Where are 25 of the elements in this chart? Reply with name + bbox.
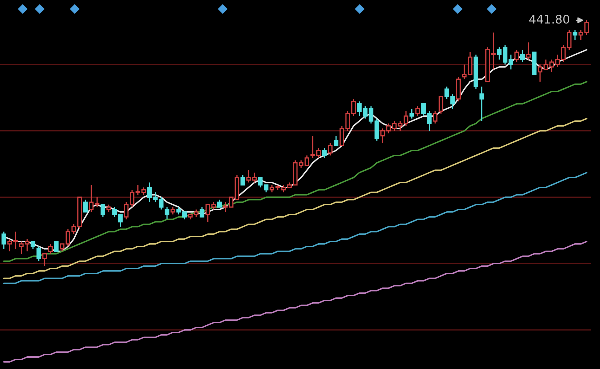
candlestick bbox=[416, 106, 420, 117]
candlestick bbox=[433, 110, 438, 124]
candlestick bbox=[48, 244, 54, 255]
candlestick bbox=[410, 108, 414, 120]
candlestick bbox=[2, 231, 6, 250]
candlestick bbox=[520, 49, 526, 63]
candlestick bbox=[456, 76, 461, 102]
candlestick bbox=[328, 142, 333, 156]
candlestick bbox=[572, 30, 578, 41]
candlestick bbox=[240, 174, 246, 186]
candlestick bbox=[83, 199, 88, 213]
candlestick bbox=[514, 49, 520, 63]
candlestick bbox=[36, 246, 42, 262]
annotation: 441.80 bbox=[530, 14, 570, 24]
candlestick bbox=[526, 42, 531, 60]
candlestick bbox=[480, 86, 484, 122]
candlestick bbox=[164, 206, 170, 220]
candlestick bbox=[322, 148, 327, 159]
candlestick bbox=[532, 52, 537, 76]
candlestick bbox=[438, 96, 444, 114]
candlestick bbox=[42, 253, 48, 267]
candlestick bbox=[100, 204, 106, 218]
candlestick bbox=[54, 241, 59, 252]
candlestick bbox=[334, 135, 339, 146]
candlestick bbox=[200, 206, 205, 218]
